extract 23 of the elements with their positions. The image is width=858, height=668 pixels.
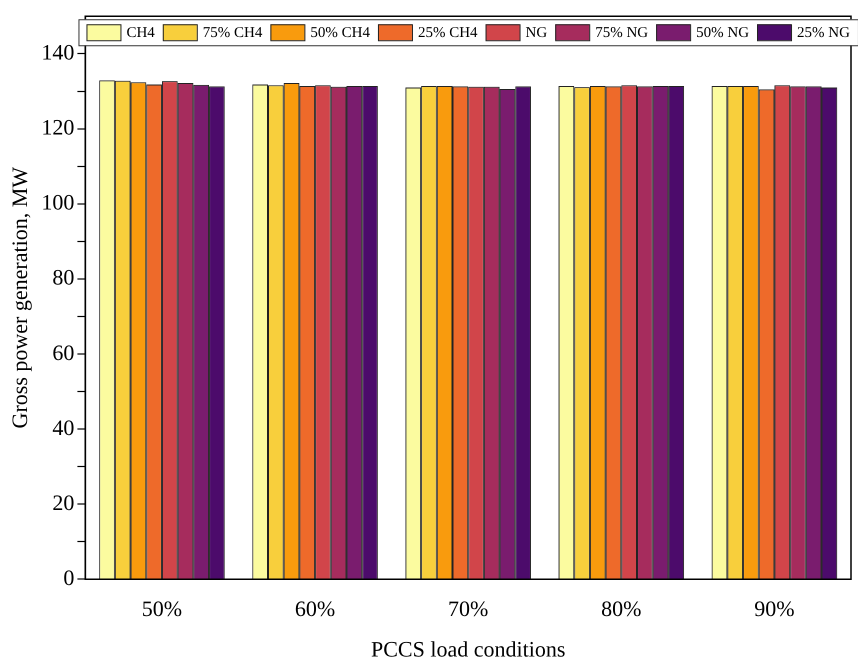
legend-label: NG (526, 25, 548, 42)
y-tick-label: 40 (52, 414, 74, 440)
x-tick-label: 70% (448, 596, 488, 622)
x-tick-label: 60% (294, 596, 336, 622)
y-tick-label: 20 (52, 490, 74, 515)
x-tick-label: 80% (601, 596, 642, 622)
y-tick-label: 120 (41, 114, 74, 140)
y-tick-label: 60 (52, 340, 74, 365)
y-tick-label: 0 (63, 564, 74, 590)
legend-label: 50% CH4 (310, 25, 370, 42)
y-tick-label: 80 (52, 264, 74, 290)
y-axis-title: Gross power generation, MW (6, 166, 32, 428)
legend-label: 75% NG (595, 25, 648, 42)
x-tick-label: 50% (142, 596, 182, 622)
y-tick-label: 140 (41, 40, 74, 65)
legend-label: 75% CH4 (202, 25, 263, 42)
x-tick-label: 90% (754, 596, 795, 622)
x-axis-title: PCCS load conditions (371, 636, 566, 662)
legend-label: 50% NG (696, 25, 750, 42)
legend-label: CH4 (126, 25, 156, 42)
legend-label: 25% CH4 (418, 25, 478, 42)
legend-label: 25% NG (797, 25, 850, 42)
y-tick-label: 100 (41, 190, 74, 215)
